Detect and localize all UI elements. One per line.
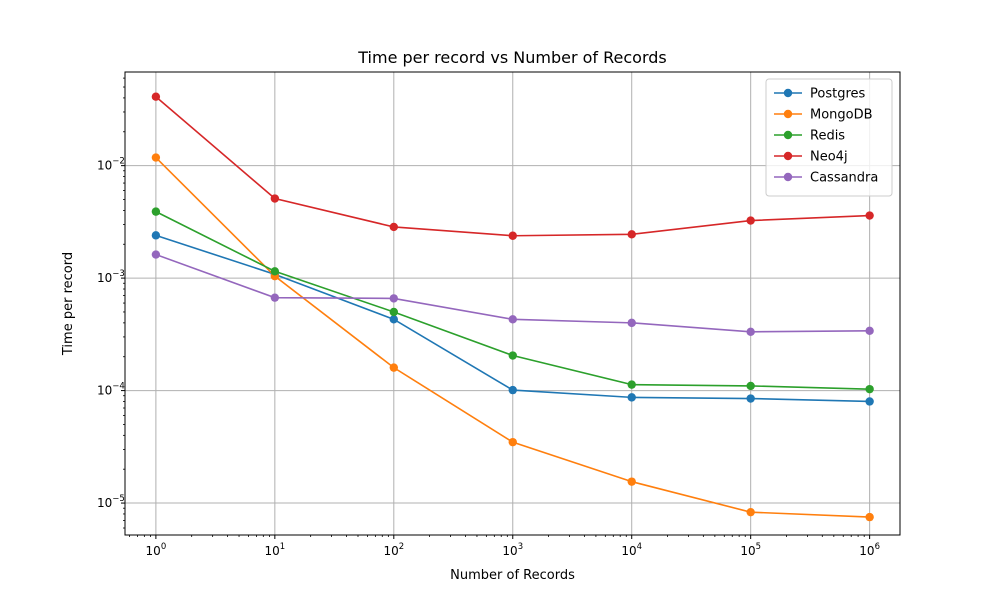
data-point-neo4j xyxy=(508,231,517,240)
series-mongodb xyxy=(151,153,874,522)
data-point-neo4j xyxy=(389,222,399,232)
legend-item-redis: Redis xyxy=(774,129,845,144)
x-axis-label: Number of Records xyxy=(450,568,575,583)
legend-item-cassandra: Cassandra xyxy=(774,171,878,186)
data-point-mongodb xyxy=(508,437,517,447)
legend-box xyxy=(765,78,893,197)
legend-item-postgres: Postgres xyxy=(774,87,866,102)
data-point-cassandra xyxy=(389,294,399,303)
data-point-mongodb xyxy=(865,512,874,522)
data-point-redis xyxy=(270,267,280,276)
data-point-mongodb xyxy=(151,153,161,162)
y-axis-label: Time per record xyxy=(61,252,76,356)
data-point-postgres xyxy=(865,397,874,406)
y-tick-label: 10−2 xyxy=(97,157,125,173)
y-tick-label: 10−4 xyxy=(97,382,125,398)
axis-ticks: 100 101 102 103 104 105 106 10−5 10−4 10−3 10−2 xyxy=(97,77,880,558)
x-tick-label: 104 xyxy=(621,542,642,558)
x-tick-label: 100 xyxy=(146,542,167,558)
data-point-postgres xyxy=(508,385,517,395)
legend-marker-neo4j xyxy=(783,151,793,161)
data-point-cassandra xyxy=(270,293,280,302)
legend: Postgres MongoDB Redis Neo4j Cassandra xyxy=(765,78,893,197)
series-layer xyxy=(151,92,874,522)
data-point-redis xyxy=(389,307,399,317)
series-redis xyxy=(151,207,874,394)
legend-label-neo4j: Neo4j xyxy=(810,150,848,165)
chart-title: Time per record vs Number of Records xyxy=(357,48,666,67)
x-tick-label: 105 xyxy=(740,542,761,558)
data-point-postgres xyxy=(389,315,399,324)
data-point-mongodb xyxy=(389,363,399,372)
data-point-redis xyxy=(865,384,874,394)
x-tick-label: 101 xyxy=(264,542,285,558)
legend-label-postgres: Postgres xyxy=(810,87,866,102)
data-point-postgres xyxy=(151,231,161,240)
data-point-cassandra xyxy=(508,315,517,324)
legend-marker-postgres xyxy=(783,88,793,98)
series-cassandra xyxy=(151,250,874,337)
legend-marker-mongodb xyxy=(783,109,793,119)
data-point-postgres xyxy=(627,393,636,402)
x-tick-label: 103 xyxy=(502,542,523,558)
data-point-mongodb xyxy=(627,477,636,486)
legend-item-mongodb: MongoDB xyxy=(774,108,873,123)
legend-item-neo4j: Neo4j xyxy=(774,150,848,165)
data-point-redis xyxy=(746,381,755,391)
legend-marker-redis xyxy=(783,130,793,140)
data-point-cassandra xyxy=(865,326,874,336)
data-point-neo4j xyxy=(865,211,874,220)
data-point-neo4j xyxy=(270,194,280,203)
series-neo4j xyxy=(151,92,874,240)
data-point-redis xyxy=(627,380,636,389)
data-point-cassandra xyxy=(151,250,161,259)
y-tick-label: 10−5 xyxy=(97,494,125,510)
data-point-mongodb xyxy=(746,507,755,517)
data-point-neo4j xyxy=(746,216,755,225)
data-point-postgres xyxy=(746,394,755,403)
y-tick-label: 10−3 xyxy=(97,269,125,285)
x-tick-label: 102 xyxy=(383,542,404,558)
data-point-cassandra xyxy=(746,327,755,337)
data-point-neo4j xyxy=(151,92,161,101)
data-point-redis xyxy=(508,351,517,360)
x-tick-label: 106 xyxy=(859,542,880,558)
legend-label-cassandra: Cassandra xyxy=(810,171,878,186)
data-point-cassandra xyxy=(627,318,636,328)
legend-marker-cassandra xyxy=(783,172,793,182)
legend-label-redis: Redis xyxy=(810,129,845,144)
data-point-redis xyxy=(151,207,161,216)
data-point-neo4j xyxy=(627,230,636,239)
legend-label-mongodb: MongoDB xyxy=(810,108,873,123)
